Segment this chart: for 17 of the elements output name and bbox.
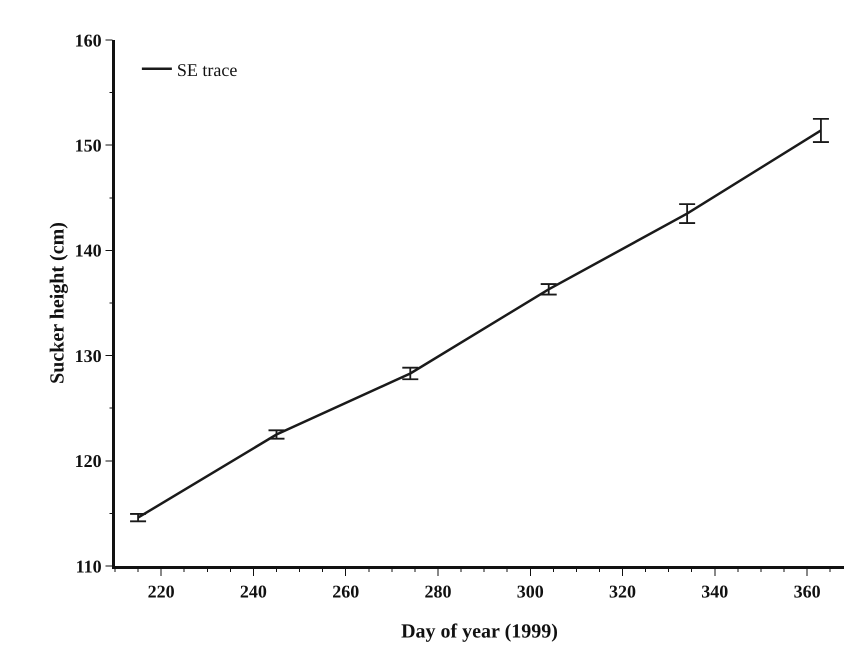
x-tick-label: 340 [701,581,728,602]
y-tick-label: 150 [74,136,102,156]
y-axis-title: Sucker height (cm) [46,222,68,384]
y-tick-label: 160 [74,30,102,50]
y-tick-label: 110 [76,556,102,576]
x-axis-title: Day of year (1999) [401,620,558,642]
x-tick-label: 260 [332,581,360,602]
x-tick-label: 320 [609,581,636,602]
legend-label: SE trace [176,60,238,80]
y-tick-label: 140 [74,240,102,261]
x-tick-label: 280 [424,581,452,602]
y-tick-label: 120 [74,451,102,472]
x-tick-label: 300 [516,581,544,602]
y-tick-label: 130 [74,346,102,366]
x-tick-label: 240 [240,581,267,602]
x-tick-label: 220 [148,581,175,602]
x-tick-label: 360 [794,581,821,602]
